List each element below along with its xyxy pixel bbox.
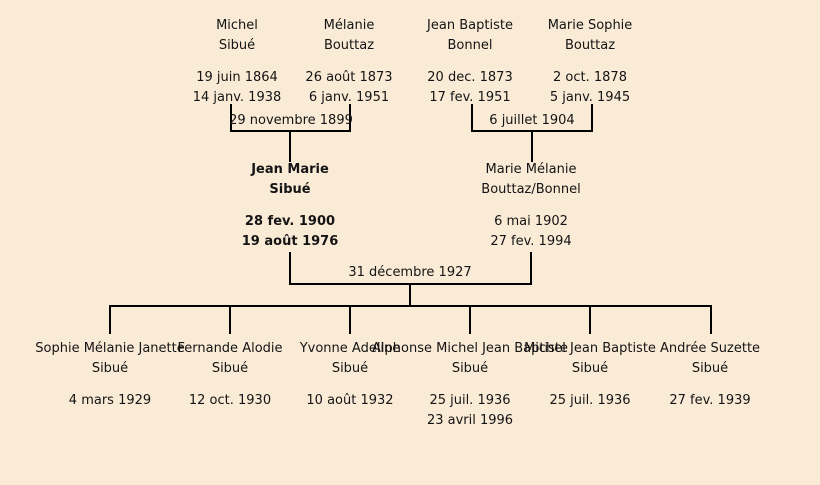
descent-line	[229, 305, 231, 334]
person-given-name: Jean Marie	[251, 162, 329, 177]
person-jean-baptiste-bonnel[interactable]: Jean Baptiste Bonnel 20 dec. 1873 17 fev…	[427, 16, 513, 108]
person-given-name: Michel	[216, 18, 258, 33]
birth-date: 28 fev. 1900	[244, 214, 336, 229]
person-marie-sophie-bouttaz[interactable]: Marie Sophie Bouttaz 2 oct. 1878 5 janv.…	[548, 16, 633, 108]
marriage-date-1[interactable]: 29 novembre 1899	[229, 113, 353, 128]
person-andree-suzette-sibue[interactable]: Andrée Suzette Sibué 27 fev. 1939	[660, 339, 760, 411]
descent-line	[469, 305, 471, 334]
death-date: 19 août 1976	[241, 234, 339, 249]
person-surname: Sibué	[571, 361, 609, 376]
descent-line	[589, 305, 591, 334]
birth-date: 4 mars 1929	[68, 393, 152, 408]
descent-line	[289, 132, 291, 162]
birth-date: 6 mai 1902	[494, 214, 568, 229]
person-given-name: Marie Sophie	[547, 18, 633, 33]
person-given-name: Fernande Alodie	[177, 341, 283, 356]
person-surname: Sibué	[218, 38, 256, 53]
person-given-name: Andrée Suzette	[659, 341, 761, 356]
connector-line	[230, 130, 351, 132]
birth-date: 27 fev. 1939	[669, 393, 751, 408]
connector-line	[471, 130, 593, 132]
person-michel-sibue[interactable]: Michel Sibué 19 juin 1864 14 janv. 1938	[193, 16, 282, 108]
marriage-date-2[interactable]: 6 juillet 1904	[489, 113, 575, 128]
birth-date: 2 oct. 1878	[553, 70, 627, 85]
connector-line	[349, 104, 351, 132]
descent-line	[349, 305, 351, 334]
birth-date: 10 août 1932	[306, 393, 394, 408]
person-given-name: Sophie Mélanie Janette	[35, 341, 185, 356]
person-surname: Bouttaz	[564, 38, 616, 53]
birth-date: 19 juin 1864	[196, 70, 278, 85]
person-melanie-bouttaz[interactable]: Mélanie Bouttaz 26 août 1873 6 janv. 195…	[305, 16, 392, 108]
person-marie-melanie-bouttaz-bonnel[interactable]: Marie Mélanie Bouttaz/Bonnel 6 mai 1902 …	[481, 160, 580, 252]
person-surname: Sibué	[451, 361, 489, 376]
birth-date: 25 juil. 1936	[429, 393, 511, 408]
person-surname: Sibué	[331, 361, 369, 376]
connector-line	[591, 104, 593, 132]
descent-line	[409, 285, 411, 307]
person-surname: Sibué	[269, 182, 311, 197]
person-surname: Bouttaz/Bonnel	[481, 182, 581, 197]
person-surname: Sibué	[211, 361, 249, 376]
connector-line	[230, 104, 232, 132]
connector-line	[289, 283, 532, 285]
person-surname: Bonnel	[447, 38, 493, 53]
person-michel-jean-baptiste-sibue[interactable]: Michel Jean Baptiste Sibué 25 juil. 1936	[524, 339, 656, 411]
connector-line	[289, 252, 291, 285]
person-given-name: Yvonne Adeline	[299, 341, 401, 356]
birth-date: 25 juil. 1936	[549, 393, 631, 408]
sibling-rail	[109, 305, 712, 307]
person-fernande-alodie-sibue[interactable]: Fernande Alodie Sibué 12 oct. 1930	[177, 339, 282, 411]
connector-line	[530, 252, 532, 285]
person-given-name: Mélanie	[323, 18, 375, 33]
death-date: 23 avril 1996	[426, 413, 514, 428]
person-given-name: Jean Baptiste	[427, 18, 513, 33]
person-sophie-melanie-janette-sibue[interactable]: Sophie Mélanie Janette Sibué 4 mars 1929	[35, 339, 184, 411]
person-surname: Bouttaz	[323, 38, 375, 53]
birth-date: 12 oct. 1930	[188, 393, 272, 408]
descent-line	[531, 132, 533, 162]
descent-line	[710, 305, 712, 334]
person-alphonse-michel-jean-baptiste-sibue[interactable]: Alphonse Michel Jean Baptiste Sibué 25 j…	[372, 339, 568, 431]
death-date: 5 janv. 1945	[549, 90, 631, 105]
person-surname: Sibué	[691, 361, 729, 376]
connector-line	[471, 104, 473, 132]
death-date: 14 janv. 1938	[192, 90, 282, 105]
person-surname: Sibué	[91, 361, 129, 376]
death-date: 6 janv. 1951	[308, 90, 390, 105]
birth-date: 20 dec. 1873	[427, 70, 513, 85]
person-given-name: Alphonse Michel Jean Baptiste	[372, 341, 568, 356]
descent-line	[109, 305, 111, 334]
person-given-name: Marie Mélanie	[485, 162, 577, 177]
person-yvonne-adeline-sibue[interactable]: Yvonne Adeline Sibué 10 août 1932	[300, 339, 401, 411]
birth-date: 26 août 1873	[305, 70, 393, 85]
death-date: 17 fev. 1951	[429, 90, 511, 105]
marriage-date-3[interactable]: 31 décembre 1927	[348, 265, 472, 280]
death-date: 27 fev. 1994	[490, 234, 572, 249]
person-given-name: Michel Jean Baptiste	[524, 341, 656, 356]
person-jean-marie-sibue[interactable]: Jean Marie Sibué 28 fev. 1900 19 août 19…	[242, 160, 339, 252]
